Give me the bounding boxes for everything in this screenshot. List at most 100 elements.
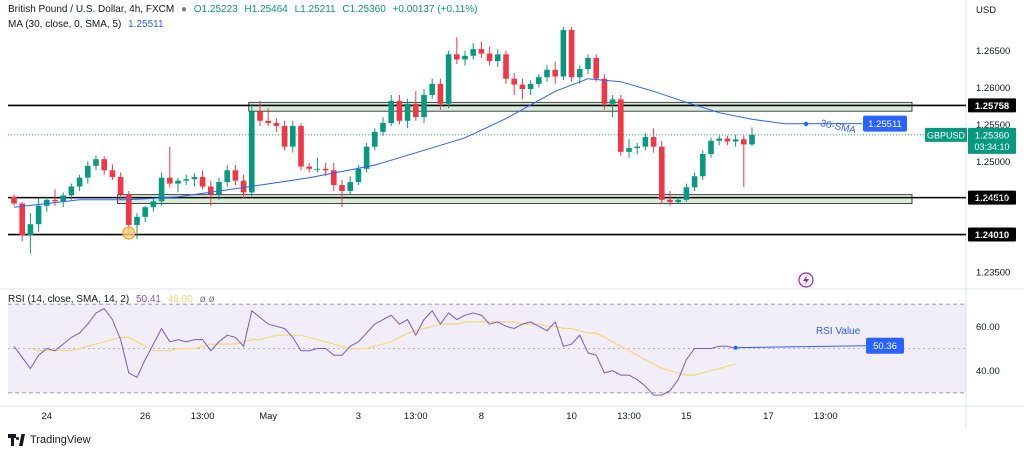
- candle: [725, 136, 731, 146]
- candle-body: [118, 177, 124, 195]
- candle-body: [347, 182, 353, 191]
- candle-body: [142, 207, 148, 217]
- candle-body: [241, 181, 247, 193]
- rsi-badge-label: 50.36: [873, 341, 897, 352]
- candle-body: [716, 139, 722, 141]
- candle-body: [380, 123, 386, 132]
- candle-body: [618, 99, 624, 151]
- candle-body: [520, 85, 526, 89]
- ma-label[interactable]: MA (30, close, 0, SMA, 5): [8, 19, 121, 30]
- candle-body: [323, 169, 329, 170]
- x-tick-label: 15: [681, 411, 692, 422]
- ma-badge-label: 1.25511: [868, 119, 902, 130]
- candle: [183, 175, 189, 185]
- candle-body: [290, 126, 296, 147]
- candle-body: [495, 54, 501, 61]
- candle: [659, 141, 665, 205]
- candle: [101, 156, 107, 174]
- candle-body: [503, 54, 509, 78]
- candle-body: [561, 30, 567, 77]
- tradingview-logo[interactable]: TradingView: [8, 434, 91, 446]
- candle-body: [28, 224, 34, 235]
- candle-body: [511, 79, 517, 85]
- candle-body: [356, 169, 362, 182]
- candle-body: [610, 99, 616, 103]
- rsi-extra: ø ø: [200, 294, 215, 305]
- candle-body: [651, 137, 657, 147]
- candle-body: [36, 206, 42, 224]
- candle-body: [192, 177, 198, 179]
- candle-body: [585, 58, 591, 69]
- symbol-title[interactable]: British Pound / U.S. Dollar, 4h, FXCM: [8, 4, 174, 15]
- x-tick-label: 8: [479, 411, 484, 422]
- candle-body: [470, 49, 476, 56]
- candle: [708, 138, 714, 158]
- candle-body: [569, 30, 575, 77]
- candle-body: [364, 147, 370, 169]
- candle-body: [298, 126, 304, 167]
- candle: [110, 164, 116, 180]
- candle: [175, 178, 181, 193]
- candle: [561, 27, 567, 80]
- level-badge-label-2: 1.24010: [975, 230, 1009, 241]
- candle-body: [643, 137, 649, 147]
- support-zone-1: [118, 195, 912, 204]
- candle: [388, 95, 394, 126]
- candle: [618, 95, 624, 156]
- candle-body: [733, 139, 739, 141]
- candle-body: [134, 217, 140, 225]
- rsi-label[interactable]: RSI (14, close, SMA, 14, 2): [8, 294, 129, 305]
- candle-body: [544, 70, 550, 77]
- candle-body: [692, 176, 698, 187]
- x-tick-label: 13:00: [191, 411, 215, 422]
- ma-value: 1.25511: [128, 19, 163, 30]
- candle-body: [306, 167, 312, 169]
- y-tick-label: 1.24500: [976, 194, 1010, 205]
- candle-body: [684, 187, 690, 200]
- candle: [651, 128, 657, 152]
- candle-body: [60, 195, 66, 201]
- candle-body: [454, 54, 460, 59]
- candle: [528, 80, 534, 95]
- candle-body: [151, 201, 157, 207]
- sma-annotation: 30-SMA: [819, 118, 857, 136]
- candle-body: [233, 170, 239, 180]
- candle: [626, 139, 632, 157]
- candle: [511, 73, 517, 95]
- ma-header: MA (30, close, 0, SMA, 5) 1.25511: [8, 19, 168, 30]
- candle-body: [536, 77, 542, 84]
- candle-body: [429, 84, 435, 95]
- candle: [397, 95, 403, 125]
- candle: [60, 192, 66, 207]
- candle: [544, 65, 550, 81]
- x-tick-label: 17: [763, 411, 774, 422]
- candle: [552, 62, 558, 84]
- candle: [331, 163, 337, 191]
- x-tick-label: 13:00: [814, 411, 838, 422]
- candle-body: [528, 84, 534, 89]
- ohlc-close: C1.25360: [342, 4, 385, 15]
- candle-body: [257, 111, 263, 121]
- candle: [298, 123, 304, 170]
- y-tick-label: 1.26500: [976, 46, 1010, 57]
- y-tick-label: 1.26000: [976, 83, 1010, 94]
- candle-body: [175, 181, 181, 184]
- candle: [290, 121, 296, 153]
- candle-body: [479, 49, 485, 53]
- candle: [364, 143, 370, 173]
- candle: [159, 173, 165, 206]
- candle: [233, 165, 239, 185]
- candle-body: [85, 166, 91, 178]
- candle: [44, 197, 50, 212]
- candle-body: [634, 147, 640, 148]
- candle-body: [659, 147, 665, 200]
- candle-body: [725, 139, 731, 142]
- ohlc-high: H1.25464: [245, 4, 288, 15]
- x-tick-label: 3: [356, 411, 361, 422]
- candle: [487, 47, 493, 65]
- candle-body: [19, 204, 25, 236]
- rsi-tick-label: 60.00: [976, 322, 1000, 333]
- x-tick-label: 10: [566, 411, 577, 422]
